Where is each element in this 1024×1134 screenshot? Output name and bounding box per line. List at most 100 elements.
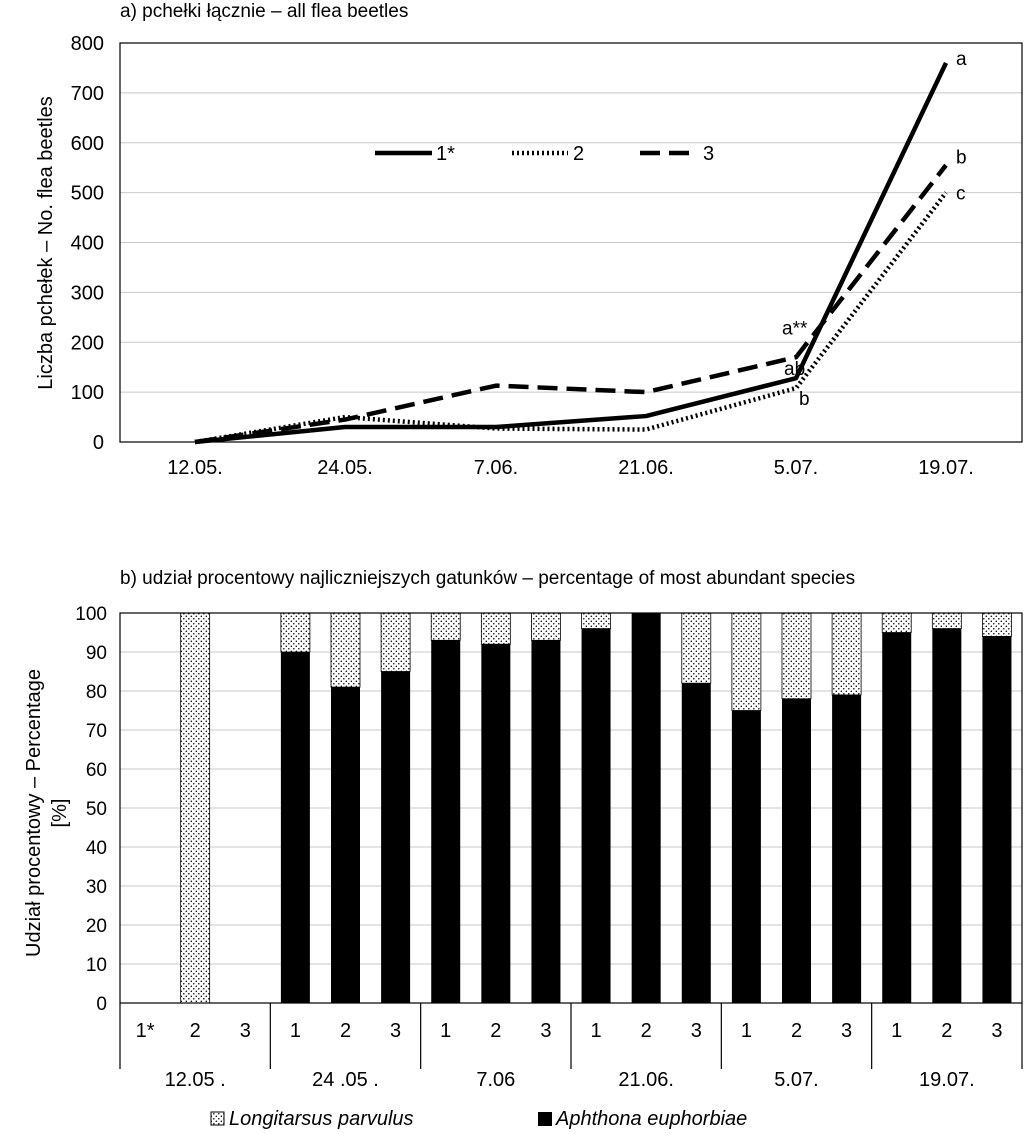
treatment-label: 3 <box>691 1020 702 1042</box>
x-tick-label: 24.05. <box>317 457 373 479</box>
bar-aphthona-euphorbiae <box>481 644 511 1003</box>
treatment-label: 2 <box>490 1020 501 1042</box>
significance-label: a <box>956 49 967 70</box>
y-tick-label: 90 <box>86 643 107 664</box>
bar-chart-y-axis-label-line1: Udział procentowy – Percentage <box>23 669 45 957</box>
legend-label-1: 1* <box>436 143 455 165</box>
series-line-3 <box>194 163 948 445</box>
treatment-label: 2 <box>340 1020 351 1042</box>
significance-label: b <box>799 389 810 410</box>
date-label: 24 .05 . <box>312 1069 379 1091</box>
treatment-label: 1 <box>290 1020 301 1042</box>
bar-aphthona-euphorbiae <box>932 628 962 1003</box>
y-tick-label: 300 <box>71 282 104 304</box>
date-label: 21.06. <box>618 1069 674 1091</box>
line-chart-y-ticks: 0 100 200 300 400 500 600 700 800 <box>71 33 104 454</box>
bar-aphthona-euphorbiae <box>731 710 761 1003</box>
bar-longitarsus-parvulus <box>831 612 862 696</box>
bar-aphthona-euphorbiae <box>631 613 661 1003</box>
y-tick-label: 200 <box>71 332 104 354</box>
legend-swatch-aphthona <box>538 1112 552 1126</box>
bar-longitarsus-parvulus <box>731 612 762 711</box>
bar-chart-legend: Longitarsus parvulus Aphthona euphorbiae <box>210 1108 747 1130</box>
x-tick-label: 5.07. <box>774 457 818 479</box>
bar-longitarsus-parvulus <box>781 612 812 700</box>
treatment-label: 2 <box>641 1020 652 1042</box>
bar-longitarsus-parvulus <box>581 612 611 630</box>
treatment-label: 2 <box>190 1020 201 1042</box>
bar-longitarsus-parvulus <box>531 612 561 641</box>
bar-chart-x-axis: 1* 2 3 1 2 3 1 2 3 1 2 3 1 2 3 1 2 3 12.05 . 24 .05 . 7.06 21… <box>119 1003 1023 1091</box>
treatment-label: 3 <box>390 1020 401 1042</box>
y-tick-label: 80 <box>86 682 107 703</box>
y-tick-label: 400 <box>71 233 104 255</box>
line-chart-series <box>194 61 949 445</box>
line-chart-plot-area <box>119 42 1023 443</box>
y-tick-label: 800 <box>71 33 104 55</box>
y-tick-label: 600 <box>71 133 104 155</box>
significance-label: a** <box>782 318 808 339</box>
y-tick-label: 0 <box>93 432 104 454</box>
bar-aphthona-euphorbiae <box>982 636 1012 1003</box>
x-tick-label: 21.06. <box>618 457 674 479</box>
bar-aphthona-euphorbiae <box>280 652 310 1003</box>
significance-label: ab <box>784 359 805 380</box>
legend-label-longitarsus: Longitarsus parvulus <box>229 1108 414 1130</box>
line-chart-legend: 1* 2 3 <box>375 143 714 165</box>
treatment-label: 3 <box>240 1020 251 1042</box>
y-tick-label: 60 <box>86 760 107 781</box>
date-label: 19.07. <box>919 1069 975 1091</box>
y-tick-label: 70 <box>86 721 107 742</box>
line-chart-x-ticks: 12.05. 24.05. 7.06. 21.06. 5.07. 19.07. <box>167 457 974 479</box>
bar-chart-y-ticks: 0 10 20 30 40 50 60 70 80 90 100 <box>75 604 107 1015</box>
line-chart-gridlines <box>120 92 1022 393</box>
bar-longitarsus-parvulus <box>982 612 1012 637</box>
y-tick-label: 0 <box>96 994 107 1015</box>
legend-label-2: 2 <box>573 143 584 165</box>
bar-chart-y-axis-label-line2: [%] <box>49 799 71 828</box>
treatment-label: 2 <box>791 1020 802 1042</box>
bar-aphthona-euphorbiae <box>531 640 561 1003</box>
treatment-label: 3 <box>540 1020 551 1042</box>
bar-aphthona-euphorbiae <box>331 687 360 1003</box>
series-line-2 <box>194 191 948 445</box>
x-tick-label: 19.07. <box>918 457 974 479</box>
bar-aphthona-euphorbiae <box>381 671 411 1003</box>
line-chart: a) pchełki łącznie – all flea beetles 0 1… <box>35 1 1023 479</box>
treatment-label: 1 <box>590 1020 601 1042</box>
treatment-label: 2 <box>941 1020 952 1042</box>
y-tick-label: 40 <box>86 838 107 859</box>
bar-aphthona-euphorbiae <box>581 628 611 1003</box>
y-tick-label: 20 <box>86 916 107 937</box>
date-label: 7.06 <box>476 1069 515 1091</box>
bar-aphthona-euphorbiae <box>832 694 862 1003</box>
bar-chart-bars <box>180 612 1012 1004</box>
y-tick-label: 50 <box>86 799 107 820</box>
treatment-label: 1 <box>741 1020 752 1042</box>
date-label: 5.07. <box>774 1069 818 1091</box>
bar-aphthona-euphorbiae <box>782 698 811 1003</box>
y-tick-label: 30 <box>86 877 107 898</box>
y-tick-label: 100 <box>75 604 107 625</box>
bar-chart: b) udział procentowy najliczniejszych ga… <box>23 568 1023 1130</box>
significance-label: b <box>956 148 967 169</box>
bar-longitarsus-parvulus <box>480 612 511 645</box>
treatment-label: 1 <box>440 1020 451 1042</box>
legend-label-3: 3 <box>703 143 714 165</box>
date-label: 12.05 . <box>165 1069 226 1091</box>
series-line-1 <box>194 61 949 445</box>
line-chart-y-axis-label: Liczba pchełek – No. flea beetles <box>35 96 57 390</box>
bar-aphthona-euphorbiae <box>431 640 461 1003</box>
legend-swatch-longitarsus <box>210 1111 225 1126</box>
y-tick-label: 500 <box>71 183 104 205</box>
treatment-label: 3 <box>841 1020 852 1042</box>
bar-chart-gridlines <box>120 651 1022 965</box>
bar-chart-title: b) udział procentowy najliczniejszych ga… <box>120 568 855 589</box>
legend-label-aphthona: Aphthona euphorbiae <box>555 1108 747 1130</box>
y-tick-label: 700 <box>71 83 104 105</box>
bar-longitarsus-parvulus <box>931 612 962 630</box>
line-chart-title: a) pchełki łącznie – all flea beetles <box>120 1 408 22</box>
bar-aphthona-euphorbiae <box>681 683 711 1003</box>
